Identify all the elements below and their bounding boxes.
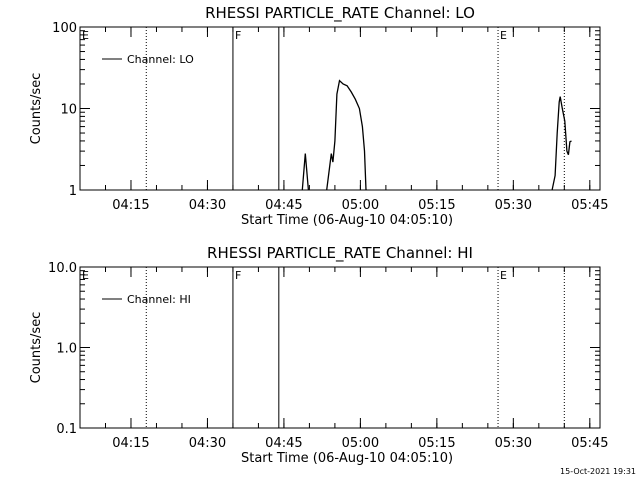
data-series-line bbox=[551, 96, 572, 190]
event-marker-label: E bbox=[82, 29, 89, 42]
x-tick-label: 05:00 bbox=[342, 198, 379, 213]
x-tick-label: 04:30 bbox=[189, 198, 226, 213]
data-series-line bbox=[301, 153, 310, 190]
x-tick-label: 05:45 bbox=[571, 198, 608, 213]
legend-label: Channel: LO bbox=[127, 53, 194, 66]
legend-label: Channel: HI bbox=[127, 293, 191, 306]
event-marker-label: F bbox=[235, 29, 241, 42]
chart-title: RHESSI PARTICLE_RATE Channel: HI bbox=[207, 244, 473, 263]
x-tick-label: 05:15 bbox=[418, 436, 455, 451]
x-tick-label: 04:15 bbox=[112, 436, 149, 451]
x-tick-label: 05:00 bbox=[342, 436, 379, 451]
plot-frame bbox=[79, 26, 601, 191]
x-tick-label: 04:30 bbox=[189, 436, 226, 451]
x-tick-label: 04:45 bbox=[265, 198, 302, 213]
y-tick-label: 10 bbox=[60, 103, 77, 118]
chart-title: RHESSI PARTICLE_RATE Channel: LO bbox=[205, 4, 475, 23]
event-marker-label: F bbox=[235, 269, 241, 282]
event-marker-label: E bbox=[500, 269, 507, 282]
event-marker-label: E bbox=[82, 269, 89, 282]
y-axis-label: Counts/sec bbox=[29, 73, 44, 145]
y-tick-label: 0.1 bbox=[56, 422, 77, 437]
y-tick-label: 1 bbox=[69, 184, 77, 199]
render-timestamp: 15-Oct-2021 19:31 bbox=[560, 467, 636, 476]
data-series-line bbox=[326, 79, 367, 190]
y-tick-label: 1.0 bbox=[56, 342, 77, 357]
plot-frame bbox=[79, 266, 601, 429]
x-axis-label: Start Time (06-Aug-10 04:05:10) bbox=[241, 451, 453, 466]
x-tick-label: 04:15 bbox=[112, 198, 149, 213]
y-axis-label: Counts/sec bbox=[29, 312, 44, 384]
x-tick-label: 05:45 bbox=[571, 436, 608, 451]
y-tick-label: 100 bbox=[52, 21, 77, 36]
x-tick-label: 05:15 bbox=[418, 198, 455, 213]
x-axis-label: Start Time (06-Aug-10 04:05:10) bbox=[241, 213, 453, 228]
x-tick-label: 05:30 bbox=[495, 198, 532, 213]
x-tick-label: 04:45 bbox=[265, 436, 302, 451]
x-tick-label: 05:30 bbox=[495, 436, 532, 451]
event-marker-label: E bbox=[500, 29, 507, 42]
y-tick-label: 10.0 bbox=[48, 261, 77, 276]
